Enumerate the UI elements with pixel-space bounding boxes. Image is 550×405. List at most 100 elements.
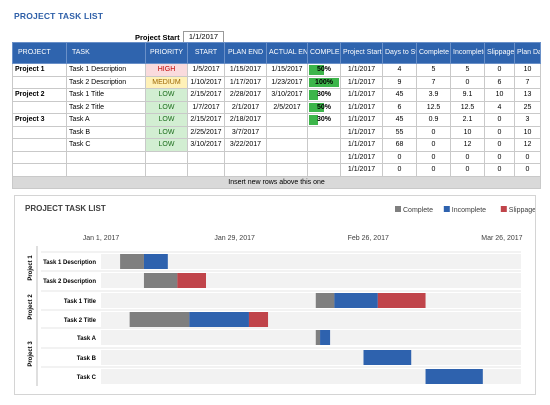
actual-end-cell[interactable] [266,150,308,164]
task-cell[interactable] [66,163,146,177]
actual-end-cell[interactable] [266,125,308,139]
complete-cell[interactable]: 5 [416,63,451,77]
complete-cell[interactable]: 7 [416,75,451,89]
incomplete-cell[interactable]: 0 [450,75,485,89]
complete-pct-cell[interactable]: 50% [307,100,341,114]
plan-end-cell[interactable] [224,150,267,164]
start-cell[interactable]: 1/10/2017 [187,75,225,89]
slippage-cell[interactable]: 0 [484,138,515,152]
slippage-cell[interactable]: 0 [484,163,515,177]
project-start-cell[interactable]: 1/1/2017 [340,75,383,89]
start-cell[interactable]: 2/15/2017 [187,88,225,102]
task-cell[interactable] [66,150,146,164]
plan-end-cell[interactable]: 1/17/2017 [224,75,267,89]
complete-cell[interactable]: 0.9 [416,113,451,127]
days-to-start-cell[interactable]: 0 [382,163,417,177]
days-to-start-cell[interactable]: 4 [382,63,417,77]
incomplete-cell[interactable]: 12 [450,138,485,152]
project-start-cell[interactable]: 1/1/2017 [340,138,383,152]
start-cell[interactable]: 1/5/2017 [187,63,225,77]
start-cell[interactable]: 2/25/2017 [187,125,225,139]
start-cell[interactable]: 3/10/2017 [187,138,225,152]
slippage-cell[interactable]: 6 [484,75,515,89]
days-to-start-cell[interactable]: 68 [382,138,417,152]
incomplete-cell[interactable]: 9.1 [450,88,485,102]
incomplete-cell[interactable]: 12.5 [450,100,485,114]
plan-days-cell[interactable]: 25 [514,100,541,114]
incomplete-cell[interactable]: 10 [450,125,485,139]
complete-cell[interactable]: 0 [416,138,451,152]
project-start-cell[interactable]: 1/1/2017 [340,88,383,102]
complete-pct-cell[interactable] [307,163,341,177]
project-start-cell[interactable]: 1/1/2017 [340,125,383,139]
complete-pct-cell[interactable]: 100% [307,75,341,89]
priority-cell[interactable]: MEDIUM [145,75,188,89]
actual-end-cell[interactable]: 2/5/2017 [266,100,308,114]
slippage-cell[interactable]: 4 [484,100,515,114]
project-cell[interactable] [12,100,67,114]
incomplete-cell[interactable]: 0 [450,150,485,164]
project-cell[interactable]: Project 1 [12,63,67,77]
project-cell[interactable]: Project 2 [12,88,67,102]
days-to-start-cell[interactable]: 45 [382,88,417,102]
project-cell[interactable]: Project 3 [12,113,67,127]
task-cell[interactable]: Task 1 Title [66,88,146,102]
plan-days-cell[interactable]: 10 [514,125,541,139]
priority-cell[interactable] [145,163,188,177]
priority-cell[interactable]: LOW [145,88,188,102]
project-cell[interactable] [12,125,67,139]
days-to-start-cell[interactable]: 45 [382,113,417,127]
complete-cell[interactable]: 0 [416,163,451,177]
task-cell[interactable]: Task 2 Title [66,100,146,114]
complete-pct-cell[interactable] [307,150,341,164]
project-cell[interactable] [12,163,67,177]
project-cell[interactable] [12,75,67,89]
priority-cell[interactable] [145,150,188,164]
priority-cell[interactable]: LOW [145,125,188,139]
plan-end-cell[interactable] [224,163,267,177]
priority-cell[interactable]: LOW [145,100,188,114]
plan-days-cell[interactable]: 0 [514,163,541,177]
task-cell[interactable]: Task 1 Description [66,63,146,77]
start-cell[interactable]: 1/7/2017 [187,100,225,114]
task-cell[interactable]: Task A [66,113,146,127]
plan-days-cell[interactable]: 7 [514,75,541,89]
task-cell[interactable]: Task C [66,138,146,152]
priority-cell[interactable]: HIGH [145,63,188,77]
plan-days-cell[interactable]: 13 [514,88,541,102]
start-cell[interactable] [187,150,225,164]
days-to-start-cell[interactable]: 55 [382,125,417,139]
actual-end-cell[interactable] [266,163,308,177]
actual-end-cell[interactable]: 1/23/2017 [266,75,308,89]
project-start-cell[interactable]: 1/1/2017 [340,163,383,177]
complete-cell[interactable]: 12.5 [416,100,451,114]
plan-end-cell[interactable]: 3/22/2017 [224,138,267,152]
complete-pct-cell[interactable]: 50% [307,63,341,77]
complete-pct-cell[interactable]: 30% [307,113,341,127]
incomplete-cell[interactable]: 2.1 [450,113,485,127]
slippage-cell[interactable]: 0 [484,150,515,164]
project-start-cell[interactable]: 1/1/2017 [340,113,383,127]
complete-cell[interactable]: 0 [416,150,451,164]
task-cell[interactable]: Task B [66,125,146,139]
plan-end-cell[interactable]: 3/7/2017 [224,125,267,139]
slippage-cell[interactable]: 0 [484,125,515,139]
plan-end-cell[interactable]: 2/18/2017 [224,113,267,127]
plan-days-cell[interactable]: 10 [514,63,541,77]
project-cell[interactable] [12,150,67,164]
complete-pct-cell[interactable] [307,138,341,152]
plan-days-cell[interactable]: 12 [514,138,541,152]
days-to-start-cell[interactable]: 0 [382,150,417,164]
complete-cell[interactable]: 0 [416,125,451,139]
plan-end-cell[interactable]: 2/1/2017 [224,100,267,114]
plan-days-cell[interactable]: 3 [514,113,541,127]
plan-end-cell[interactable]: 1/15/2017 [224,63,267,77]
complete-pct-cell[interactable]: 30% [307,88,341,102]
start-cell[interactable] [187,163,225,177]
task-cell[interactable]: Task 2 Description [66,75,146,89]
days-to-start-cell[interactable]: 6 [382,100,417,114]
complete-pct-cell[interactable] [307,125,341,139]
slippage-cell[interactable]: 0 [484,113,515,127]
project-start-cell[interactable]: 1/1/2017 [340,150,383,164]
slippage-cell[interactable]: 0 [484,63,515,77]
